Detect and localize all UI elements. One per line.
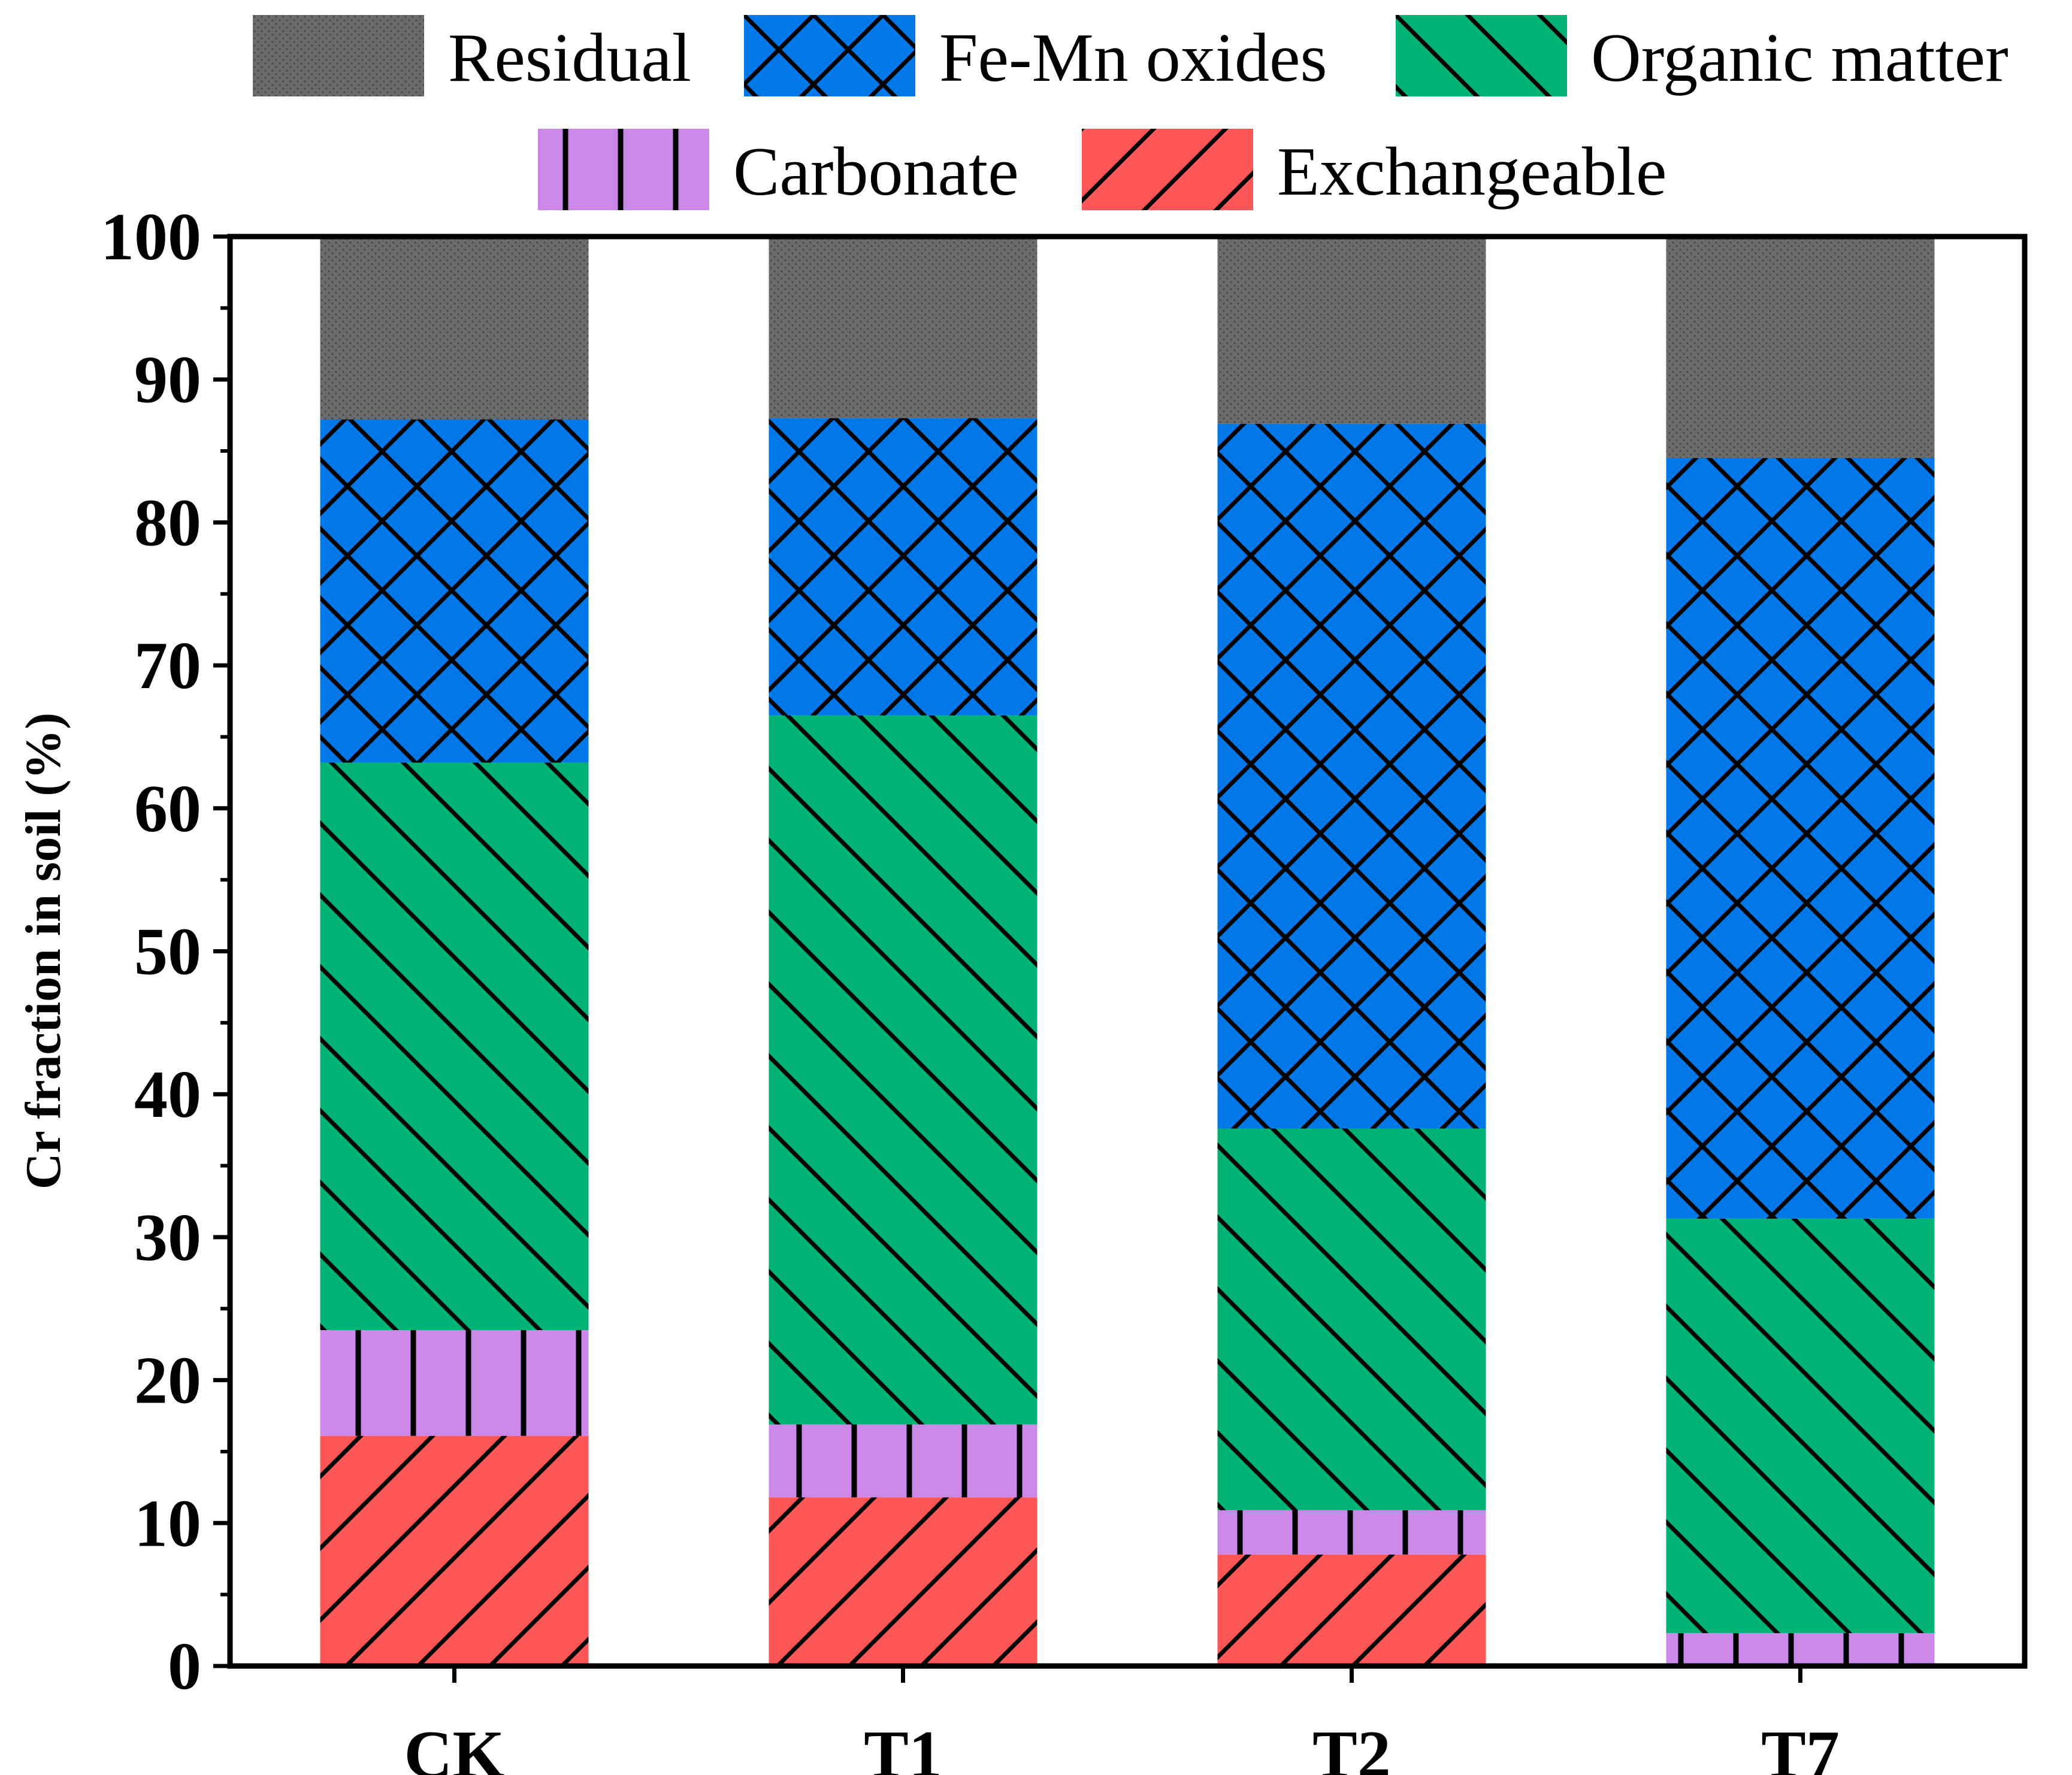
x-axis: CK T1 T2 T7 [404, 1666, 1840, 1775]
bar-t2-residual-pattern [1217, 237, 1486, 424]
y-tick-label-10: 10 [134, 1486, 201, 1561]
y-tick-label-100: 100 [101, 200, 201, 274]
y-tick-label-90: 90 [134, 343, 201, 417]
x-tick-label-t1: T1 [864, 1718, 942, 1775]
x-tick-label-t2: T2 [1312, 1718, 1391, 1775]
bar-ck-carbonate-pattern [320, 1330, 589, 1436]
bar-t2-carbonate-pattern [1217, 1510, 1486, 1555]
bar-t7-carbonate-pattern [1666, 1633, 1935, 1666]
y-tick-label-60: 60 [134, 772, 201, 846]
x-tick-label-t7: T7 [1761, 1718, 1840, 1775]
plot-frame [227, 234, 2028, 1669]
bar-t2-organic-matter-pattern [1217, 1128, 1486, 1510]
bar-stack-t2 [1217, 237, 1486, 1666]
bar-group [320, 237, 1935, 1666]
bar-ck-fe-mn-oxides-pattern [320, 419, 589, 763]
legend-label-organic-matter: Organic matter [1591, 20, 2009, 96]
legend-label-residual: Residual [448, 20, 691, 96]
y-tick-label-20: 20 [134, 1344, 201, 1418]
bar-t1-residual-pattern [769, 237, 1037, 419]
bar-stack-t7 [1666, 237, 1935, 1666]
y-tick-label-50: 50 [134, 915, 201, 989]
bar-t1-fe-mn-oxides-pattern [769, 418, 1037, 716]
bar-t1-carbonate-pattern [769, 1424, 1037, 1498]
legend-item-carbonate: Carbonate [538, 129, 1019, 210]
legend-label-fe-mn-oxides: Fe-Mn oxides [939, 20, 1327, 96]
bar-t1-organic-matter-pattern [769, 715, 1037, 1425]
bar-stack-ck [320, 237, 589, 1666]
legend-label-carbonate: Carbonate [733, 134, 1019, 210]
bar-ck-residual-pattern [320, 237, 589, 420]
legend-item-residual: Residual [253, 15, 691, 96]
bar-ck-organic-matter-pattern [320, 762, 589, 1331]
bar-t7-residual-pattern [1666, 237, 1935, 458]
y-tick-label-70: 70 [134, 629, 201, 703]
bar-stack-t1 [769, 237, 1037, 1666]
legend-item-fe-mn-oxides: Fe-Mn oxides [744, 15, 1327, 96]
bar-t2-fe-mn-oxides-pattern [1217, 423, 1486, 1129]
y-tick-label-40: 40 [134, 1058, 201, 1132]
legend-label-exchangeable: Exchangeable [1277, 134, 1667, 210]
legend-row-2: Carbonate Exchangeable [538, 129, 1667, 210]
bar-t1-exchangeable-pattern [769, 1497, 1037, 1666]
x-tick-label-ck: CK [404, 1718, 505, 1775]
legend-item-exchangeable: Exchangeable [1082, 129, 1667, 210]
bar-ck-exchangeable-pattern [320, 1435, 589, 1666]
bar-t2-exchangeable-pattern [1217, 1554, 1486, 1666]
y-tick-label-80: 80 [134, 486, 201, 560]
y-tick-label-0: 0 [168, 1629, 201, 1704]
legend-item-organic-matter: Organic matter [1396, 15, 2009, 96]
y-tick-label-30: 30 [134, 1201, 201, 1275]
bar-t7-organic-matter-pattern [1666, 1218, 1935, 1634]
y-axis: 0 10 20 30 40 50 60 70 80 90 100 [101, 200, 230, 1704]
bar-t7-fe-mn-oxides-pattern [1666, 458, 1935, 1219]
legend-row-1: Residual Fe-Mn oxides Organic matter [253, 15, 2009, 96]
y-axis-title: Cr fraction in soil (%) [16, 713, 71, 1189]
